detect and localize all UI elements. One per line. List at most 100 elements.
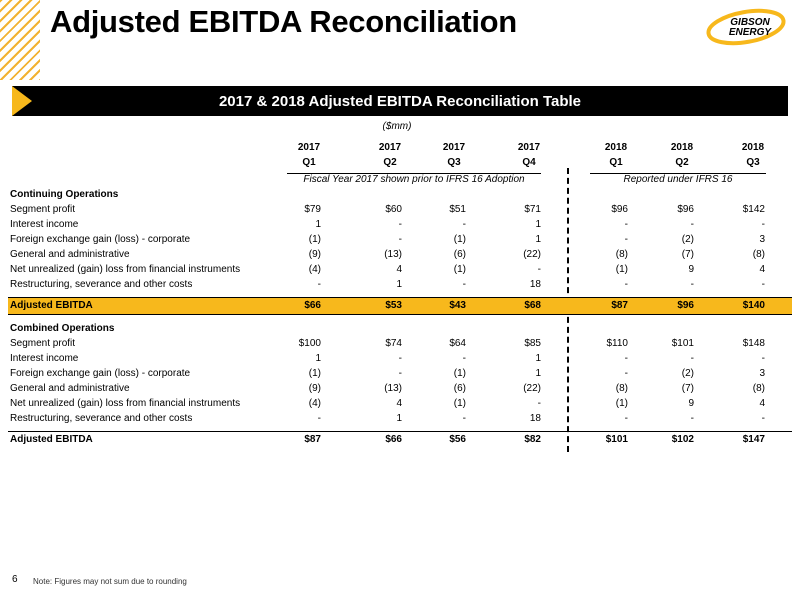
table-row: Net unrealized (gain) loss from financia… [8,262,792,277]
cell-value: 3 [759,368,765,379]
cell-value: 18 [529,413,541,424]
cell-value: (8) [615,249,628,260]
cell-value: (6) [453,383,466,394]
column-header-year: 2018 [604,142,628,153]
cell-value: (1) [453,234,466,245]
cell-value: (22) [523,249,541,260]
column-header-year: 2017 [517,142,541,153]
cell-value: - [317,413,321,424]
cell-value: (7) [681,383,694,394]
table-title: 2017 & 2018 Adjusted EBITDA Reconciliati… [218,92,582,110]
cell-value: 1 [396,413,402,424]
cell-value: $85 [524,338,541,349]
cell-value: - [761,279,765,290]
cell-value: (13) [384,383,402,394]
cell-value: - [690,413,694,424]
table-row: Segment profit $100 $74 $64 $85 $110 $101 $148 [8,336,792,351]
cell-value: (6) [453,249,466,260]
section-title-label: Combined Operations [10,323,115,334]
cell-value: (4) [308,264,321,275]
column-header-quarter: Q3 [447,157,461,168]
footnote: Note: Figures may not sum due to roundin… [33,577,187,586]
basis-left-label: Fiscal Year 2017 shown prior to IFRS 16 … [303,174,525,185]
cell-value: 1 [315,219,321,230]
row-label: General and administrative [10,383,130,394]
cell-value: 1 [535,234,541,245]
cell-value: $66 [304,300,321,311]
cell-value: - [462,413,466,424]
cell-value: - [761,219,765,230]
row-label: Interest income [10,353,79,364]
basis-right-label: Reported under IFRS 16 [623,174,733,185]
cell-value: 1 [315,353,321,364]
cell-value: - [624,219,628,230]
cell-value: 9 [688,264,694,275]
cell-value: - [537,264,541,275]
column-header-year: 2018 [741,142,765,153]
cell-value: $87 [611,300,628,311]
basis-rule-left [287,173,541,174]
cell-value: - [690,279,694,290]
table-row: Restructuring, severance and other costs… [8,277,792,292]
column-header-year: 2018 [670,142,694,153]
cell-value: (22) [523,383,541,394]
row-label: General and administrative [10,249,130,260]
total-row: Adjusted EBITDA $66 $53 $43 $68 $87 $96 $140 [8,297,792,315]
cell-value: 18 [529,279,541,290]
row-label: Net unrealized (gain) loss from financia… [10,398,241,409]
cell-value: - [462,219,466,230]
cell-value: 1 [535,368,541,379]
column-header-year: 2017 [297,142,321,153]
cell-value: - [398,234,402,245]
cell-value: - [462,279,466,290]
column-header-year: 2017 [378,142,402,153]
row-label: Adjusted EBITDA [10,434,93,445]
section-title: Combined Operations [8,321,792,336]
cell-value: (1) [615,264,628,275]
gibson-energy-logo: GIBSON ENERGY [706,8,786,46]
table-row: General and administrative (9) (13) (6) (22)… [8,247,792,262]
table-row: Restructuring, severance and other costs… [8,411,792,426]
section-title-label: Continuing Operations [10,189,119,200]
cell-value: $147 [742,434,765,445]
cell-value: $53 [385,300,402,311]
cell-value: $51 [449,204,466,215]
cell-value: (9) [308,383,321,394]
cell-value: - [398,353,402,364]
cell-value: $43 [449,300,466,311]
cell-value: (1) [615,398,628,409]
cell-value: - [761,413,765,424]
table-title-bar: 2017 & 2018 Adjusted EBITDA Reconciliati… [12,86,788,116]
cell-value: (8) [752,383,765,394]
page-number: 6 [12,574,18,585]
cell-value: (8) [615,383,628,394]
cell-value: $74 [385,338,402,349]
cell-value: $142 [742,204,765,215]
row-label: Restructuring, severance and other costs [10,279,193,290]
column-header-quarter: Q2 [675,157,689,168]
cell-value: - [398,219,402,230]
cell-value: 1 [396,279,402,290]
cell-value: (7) [681,249,694,260]
cell-value: $79 [304,204,321,215]
cell-value: (4) [308,398,321,409]
cell-value: - [624,413,628,424]
cell-value: $68 [524,300,541,311]
column-header-quarter: Q1 [302,157,316,168]
table-row: Interest income 1 - - 1 - - - [8,351,792,366]
cell-value: 1 [535,219,541,230]
cell-value: (8) [752,249,765,260]
cell-value: - [624,353,628,364]
cell-value: $82 [524,434,541,445]
cell-value: 4 [396,264,402,275]
cell-value: - [624,368,628,379]
arrow-icon [12,86,32,116]
cell-value: 4 [759,264,765,275]
cell-value: 1 [535,353,541,364]
cell-value: $96 [677,300,694,311]
cell-value: - [624,234,628,245]
row-label: Net unrealized (gain) loss from financia… [10,264,241,275]
cell-value: - [537,398,541,409]
cell-value: - [624,279,628,290]
row-label: Segment profit [10,338,76,349]
